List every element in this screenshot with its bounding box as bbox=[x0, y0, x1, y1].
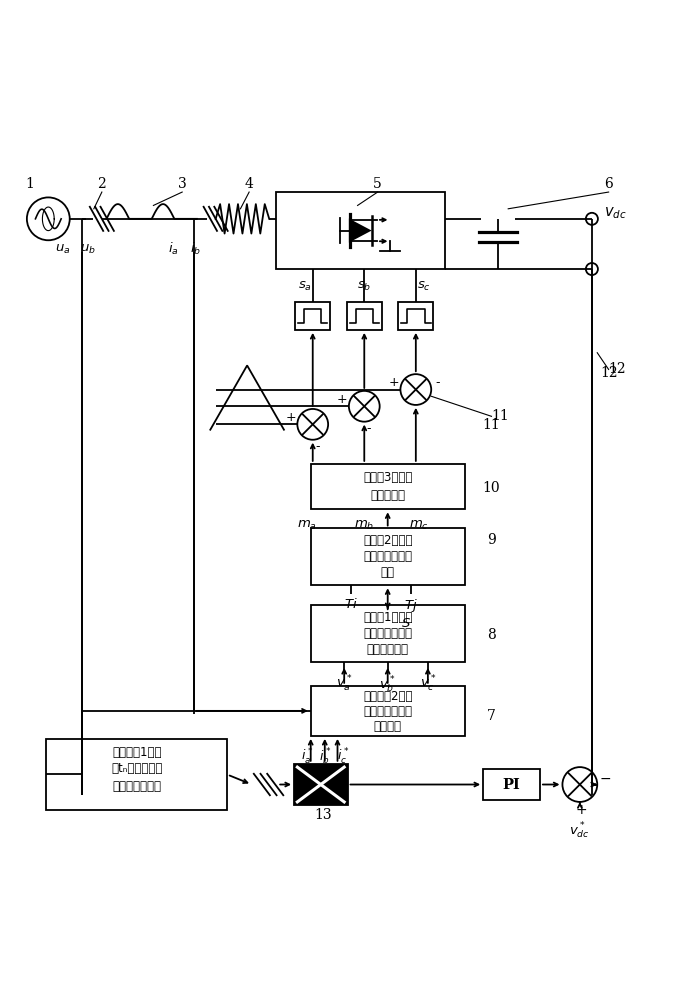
Text: $u_a$: $u_a$ bbox=[55, 242, 71, 256]
Text: $s_b$: $s_b$ bbox=[357, 280, 371, 293]
Text: 11: 11 bbox=[483, 418, 500, 432]
Text: 时间: 时间 bbox=[381, 566, 395, 579]
Text: $i_a$: $i_a$ bbox=[168, 241, 179, 257]
Text: $i_b$: $i_b$ bbox=[190, 241, 201, 257]
Text: $v_{dc}$: $v_{dc}$ bbox=[604, 206, 626, 221]
Text: 输出电压: 输出电压 bbox=[374, 720, 402, 733]
Text: 出三相网侧指令: 出三相网侧指令 bbox=[363, 705, 412, 718]
Bar bbox=[310, 605, 464, 662]
Text: 通过表3确定三: 通过表3确定三 bbox=[363, 471, 412, 484]
Text: $i_c^*$: $i_c^*$ bbox=[337, 747, 349, 767]
Text: -: - bbox=[315, 440, 319, 453]
Circle shape bbox=[349, 391, 379, 422]
Text: 通过表2确定相: 通过表2确定相 bbox=[363, 534, 412, 547]
Text: $+$: $+$ bbox=[575, 803, 587, 817]
Text: 相网侧输入电压: 相网侧输入电压 bbox=[112, 780, 161, 793]
Text: $s_c$: $s_c$ bbox=[417, 280, 431, 293]
Text: $m_c$: $m_c$ bbox=[409, 519, 429, 532]
Text: -: - bbox=[367, 422, 371, 435]
Circle shape bbox=[586, 263, 598, 275]
Text: 11: 11 bbox=[491, 409, 509, 423]
Bar bbox=[483, 769, 540, 800]
Text: 3: 3 bbox=[178, 177, 186, 191]
Text: 2: 2 bbox=[97, 177, 106, 191]
Text: +: + bbox=[337, 393, 348, 406]
Bar bbox=[310, 464, 464, 509]
Text: 测tₙ时刻后的三: 测tₙ时刻后的三 bbox=[111, 762, 163, 775]
Text: 9: 9 bbox=[487, 533, 496, 547]
Circle shape bbox=[586, 213, 598, 225]
Text: 侧指令输出电压: 侧指令输出电压 bbox=[363, 627, 412, 640]
Text: 13: 13 bbox=[314, 808, 331, 822]
Text: $s_a$: $s_a$ bbox=[298, 280, 312, 293]
Circle shape bbox=[27, 197, 70, 240]
Text: 通过式（1）预: 通过式（1）预 bbox=[112, 746, 161, 759]
Bar bbox=[347, 302, 381, 330]
Text: $i_b^*$: $i_b^*$ bbox=[319, 747, 331, 767]
Text: $u_b$: $u_b$ bbox=[80, 242, 96, 256]
Text: $i_a^*$: $i_a^*$ bbox=[301, 747, 314, 767]
Bar bbox=[276, 192, 445, 269]
Text: 4: 4 bbox=[245, 177, 254, 191]
Text: 矢量所在扇区: 矢量所在扇区 bbox=[367, 643, 408, 656]
Text: $m_b$: $m_b$ bbox=[354, 519, 375, 532]
Circle shape bbox=[297, 409, 328, 440]
Text: +: + bbox=[286, 411, 296, 424]
Bar bbox=[398, 302, 433, 330]
Text: $Ti$: $Ti$ bbox=[344, 597, 358, 611]
Text: PI: PI bbox=[503, 778, 520, 792]
Text: 12: 12 bbox=[600, 366, 618, 380]
Text: +: + bbox=[388, 376, 399, 389]
Text: $v_c^*$: $v_c^*$ bbox=[420, 674, 436, 694]
Bar bbox=[310, 686, 464, 736]
Text: 12: 12 bbox=[609, 362, 626, 376]
Text: 相调制信号: 相调制信号 bbox=[370, 489, 405, 502]
Text: 8: 8 bbox=[487, 628, 496, 642]
Text: $m_a$: $m_a$ bbox=[298, 519, 317, 532]
Polygon shape bbox=[349, 218, 372, 243]
Bar bbox=[47, 739, 227, 810]
Circle shape bbox=[562, 767, 597, 802]
Text: 通过表1确定网: 通过表1确定网 bbox=[363, 611, 412, 624]
Text: 10: 10 bbox=[483, 481, 500, 495]
Text: 通过式（2）算: 通过式（2）算 bbox=[363, 690, 412, 703]
Text: $v_{dc}^*$: $v_{dc}^*$ bbox=[570, 821, 590, 841]
Text: $Tj$: $Tj$ bbox=[404, 597, 418, 614]
Bar bbox=[294, 764, 348, 805]
Bar bbox=[310, 528, 464, 585]
Text: 6: 6 bbox=[604, 177, 613, 191]
Text: -: - bbox=[435, 376, 440, 389]
Text: 5: 5 bbox=[373, 177, 382, 191]
Circle shape bbox=[400, 374, 431, 405]
Text: $-$: $-$ bbox=[599, 771, 612, 785]
Text: $v_a^*$: $v_a^*$ bbox=[336, 674, 352, 694]
Text: 7: 7 bbox=[487, 709, 496, 723]
Bar bbox=[296, 302, 330, 330]
Text: $v_b^*$: $v_b^*$ bbox=[379, 674, 396, 695]
Text: 邻开关矢量执行: 邻开关矢量执行 bbox=[363, 550, 412, 563]
Text: 1: 1 bbox=[25, 177, 34, 191]
Text: $S$: $S$ bbox=[401, 617, 411, 630]
